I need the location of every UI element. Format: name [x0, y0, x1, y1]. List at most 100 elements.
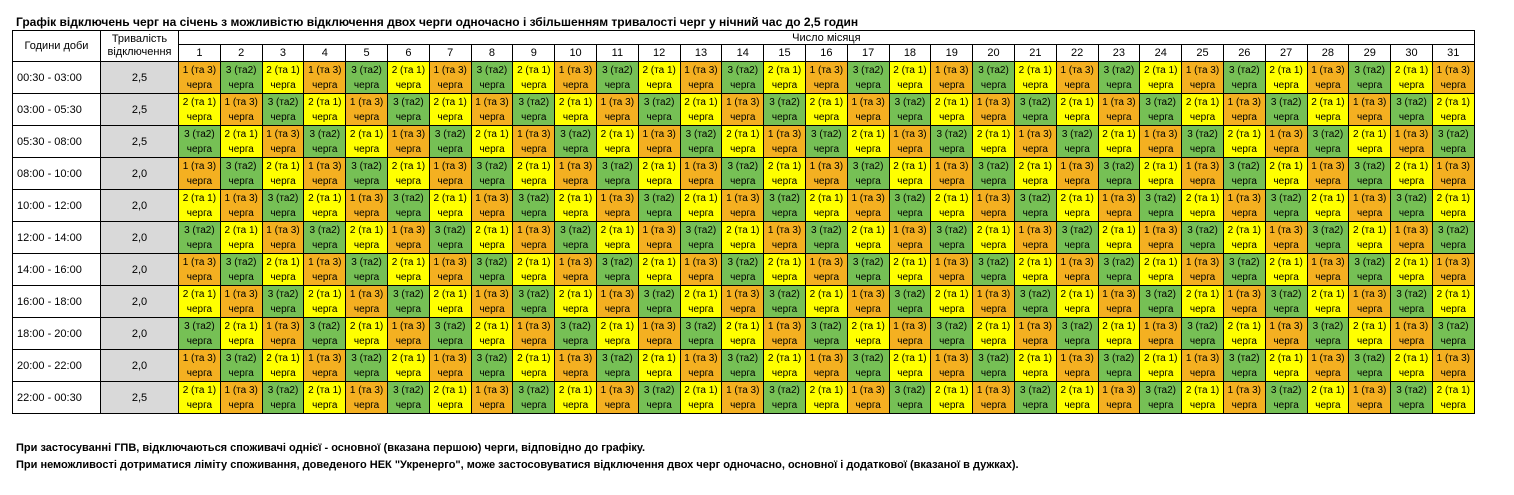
queue-cell: 2 (та 1) черга [1348, 317, 1392, 350]
queue-cell: 1 (та 3) черга [1181, 349, 1224, 382]
queue-cell: 3 (та2) черга [595, 157, 639, 190]
page-title: Графік відключень черг на січень з можли… [16, 15, 859, 29]
queue-label: 2 (та 1) [1436, 192, 1470, 204]
queue-word: черга [1106, 271, 1132, 283]
queue-cell: 2 (та 1) черга [1390, 157, 1433, 190]
queue-cell: 3 (та2) черга [1390, 381, 1433, 414]
queue-word: черга [1189, 335, 1216, 347]
time-slot: 16:00 - 18:00 [12, 285, 101, 318]
queue-label: 3 (та2) [852, 256, 884, 268]
queue-word: черга [1273, 335, 1299, 347]
queue-label: 3 (та2) [1103, 352, 1135, 364]
queue-label: 3 (та2) [1061, 320, 1093, 332]
queue-word: черга [1440, 175, 1466, 187]
queue-word: черга [1231, 207, 1257, 219]
queue-label: 3 (та2) [476, 160, 508, 172]
queue-label: 2 (та 1) [349, 224, 384, 236]
queue-cell: 1 (та 3) черга [178, 157, 221, 190]
queue-label: 3 (та2) [978, 64, 1009, 76]
queue-word: черга [1189, 239, 1216, 251]
queue-word: черга [437, 367, 463, 379]
queue-cell: 2 (та 1) черга [846, 125, 890, 158]
queue-label: 3 (та2) [225, 160, 257, 172]
queue-label: 3 (та2) [1103, 64, 1135, 76]
queue-label: 1 (та 3) [1311, 352, 1345, 364]
queue-cell: 1 (та 3) черга [721, 285, 765, 318]
queue-cell: 3 (та2) черга [178, 221, 221, 254]
queue-cell: 2 (та 1) черга [595, 125, 639, 158]
queue-label: 2 (та 1) [642, 64, 676, 76]
queue-cell: 2 (та 1) черга [804, 93, 848, 126]
queue-label: 3 (та2) [852, 160, 884, 172]
queue-word: черга [228, 79, 254, 91]
queue-word: черга [771, 143, 798, 155]
queue-word: черга [228, 303, 254, 315]
queue-cell: 2 (та 1) черга [679, 93, 723, 126]
time-slot: 22:00 - 00:30 [12, 381, 101, 414]
queue-word: черга [353, 335, 380, 347]
queue-cell: 1 (та 3) черга [846, 285, 890, 318]
queue-word: черга [813, 335, 840, 347]
queue-word: черга [1022, 239, 1048, 251]
queue-label: 1 (та 3) [1185, 256, 1220, 268]
queue-word: черга [1398, 175, 1425, 187]
queue-cell: 1 (та 3) черга [972, 285, 1015, 318]
queue-label: 1 (та 3) [224, 96, 258, 108]
queue-word: черга [604, 335, 631, 347]
queue-word: черга [562, 143, 589, 155]
queue-cell: 3 (та2) черга [1348, 157, 1392, 190]
queue-label: 3 (та2) [309, 320, 341, 332]
queue-word: черга [228, 271, 254, 283]
queue-word: черга [1064, 143, 1090, 155]
queue-word: черга [1315, 111, 1341, 123]
queue-word: черга [1315, 143, 1341, 155]
queue-label: 1 (та 3) [308, 160, 342, 172]
queue-word: черга [730, 175, 756, 187]
queue-word: черга [1273, 367, 1299, 379]
time-slot: 00:30 - 03:00 [12, 61, 101, 94]
queue-cell: 2 (та 1) черга [595, 317, 639, 350]
queue-cell: 1 (та 3) черга [972, 381, 1015, 414]
queue-label: 2 (та 1) [726, 320, 760, 332]
queue-word: черга [813, 239, 840, 251]
queue-cell: 2 (та 1) черга [178, 381, 221, 414]
queue-word: черга [813, 111, 840, 123]
queue-cell: 3 (та2) черга [1013, 285, 1057, 318]
queue-word: черга [1357, 175, 1383, 187]
queue-label: 3 (та2) [727, 160, 759, 172]
queue-label: 2 (та 1) [1394, 256, 1429, 268]
time-slot: 18:00 - 20:00 [12, 317, 101, 350]
day-header: 24 [1139, 44, 1183, 62]
queue-word: черга [1440, 399, 1466, 411]
queue-cell: 3 (та2) черга [1013, 93, 1057, 126]
queue-cell: 2 (та 1) черга [1390, 349, 1433, 382]
queue-cell: 1 (та 3) черга [595, 285, 639, 318]
queue-label: 3 (та2) [309, 128, 341, 140]
queue-word: черга [186, 271, 213, 283]
queue-label: 3 (та2) [1103, 256, 1135, 268]
queue-label: 1 (та 3) [475, 384, 509, 396]
queue-word: черга [1022, 271, 1048, 283]
queue-cell: 1 (та 3) черга [386, 125, 430, 158]
queue-word: черга [688, 79, 714, 91]
queue-cell: 1 (та 3) черга [428, 61, 472, 94]
queue-label: 2 (та 1) [1269, 352, 1303, 364]
queue-cell: 3 (та2) черга [219, 349, 263, 382]
queue-word: черга [1357, 303, 1383, 315]
queue-cell: 3 (та2) черга [345, 157, 388, 190]
queue-cell: 3 (та2) черга [554, 317, 597, 350]
queue-word: черга [1022, 335, 1048, 347]
queue-label: 1 (та 3) [1311, 160, 1345, 172]
queue-word: черга [562, 239, 589, 251]
queue-word: черга [1189, 207, 1216, 219]
queue-word: черга [1315, 175, 1341, 187]
queue-word: черга [562, 207, 589, 219]
queue-word: черга [521, 335, 547, 347]
queue-label: 1 (та 3) [433, 160, 467, 172]
queue-cell: 2 (та 1) черга [512, 61, 556, 94]
queue-cell: 1 (та 3) черга [219, 381, 263, 414]
queue-label: 3 (та2) [434, 320, 466, 332]
queue-label: 3 (та2) [1187, 128, 1218, 140]
duration-value: 2,5 [100, 125, 179, 158]
queue-label: 1 (та 3) [1102, 288, 1136, 300]
